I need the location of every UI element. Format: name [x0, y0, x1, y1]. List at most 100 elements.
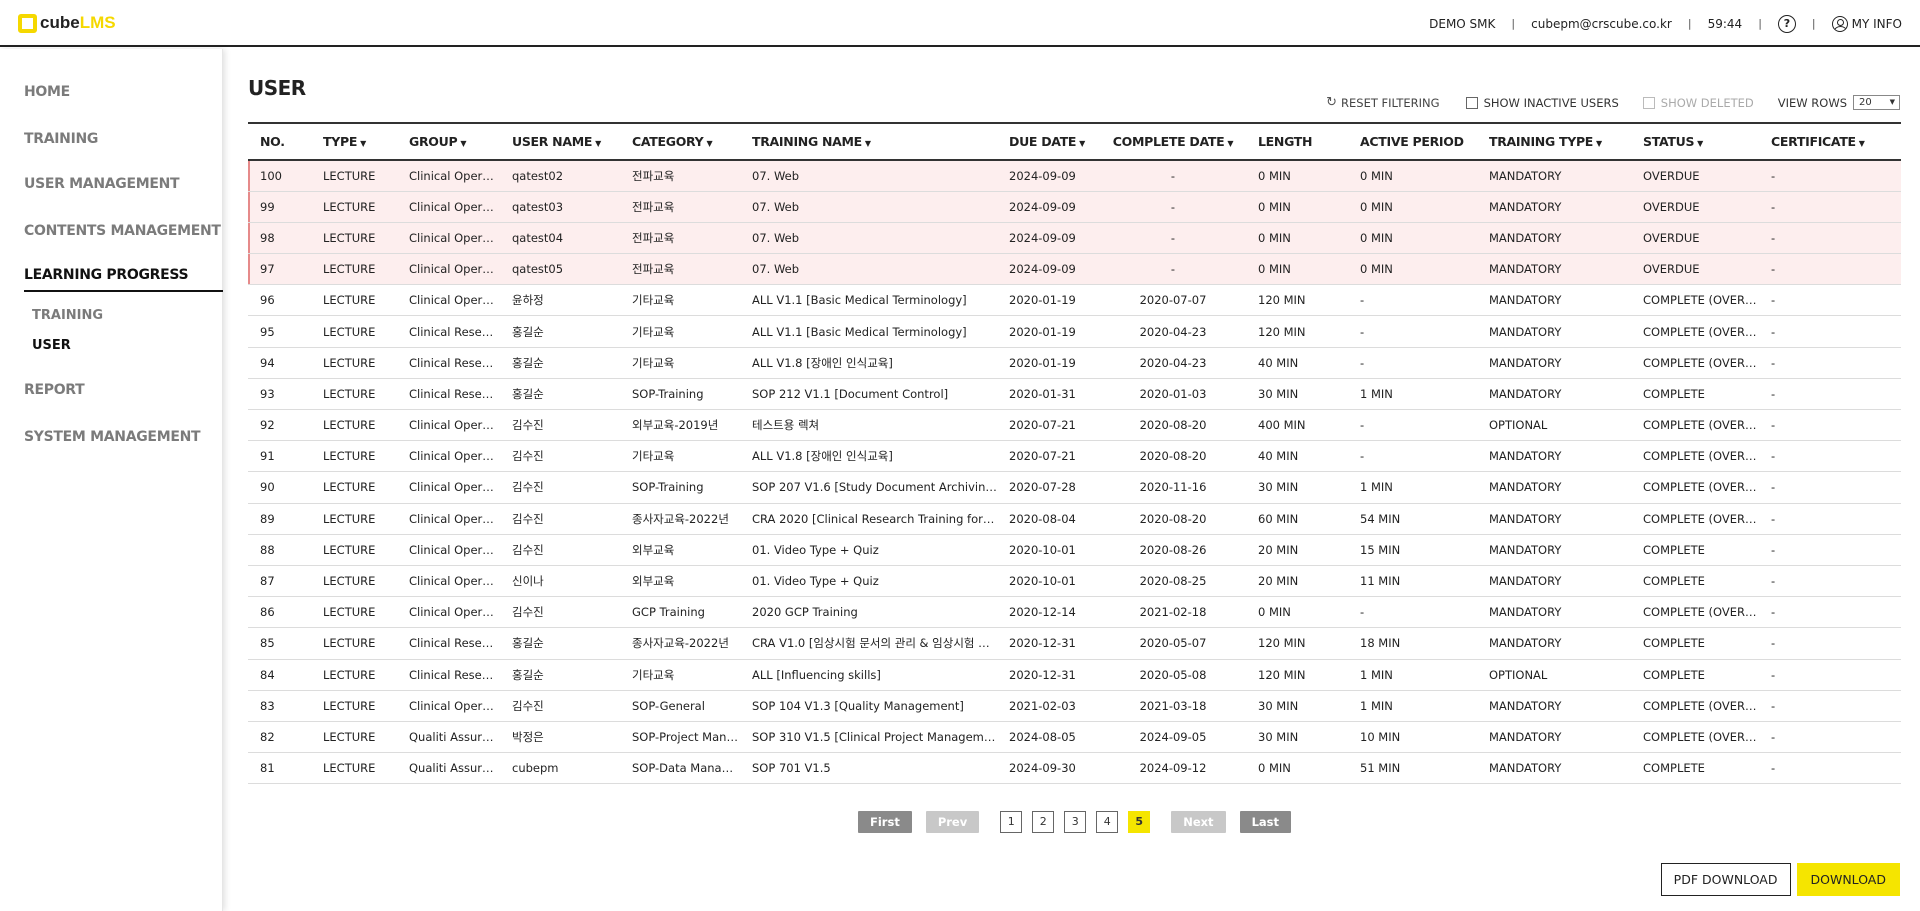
cell-due-date: 2020-07-21: [1009, 449, 1076, 464]
cell-complete-date: 2020-07-07: [1139, 293, 1207, 308]
cell-active-period: 15 MIN: [1360, 542, 1401, 557]
table-row[interactable]: 96 LECTURE Clinical Operations 윤하정 기타교육 ALL V…: [248, 285, 1901, 316]
cell-complete-date: -: [1170, 168, 1176, 183]
table-row[interactable]: 88 LECTURE Clinical Operations 김수진 외부교육 01. V…: [248, 534, 1901, 566]
cell-training-name: ALL V1.1 [Basic Medical Terminology]: [752, 324, 967, 339]
cell-category: 기타교육: [632, 355, 675, 370]
table-row[interactable]: 81 LECTURE Qualiti Assurance cubepm SOP-Data…: [248, 753, 1901, 784]
cell-due-date: 2020-01-19: [1009, 293, 1076, 308]
cell-due-date: 2020-12-31: [1009, 667, 1076, 682]
cell-user-name: 김수진: [512, 511, 544, 526]
table-row[interactable]: 87 LECTURE Clinical Operations 신이나 외부교육 01. V…: [248, 565, 1901, 597]
sort-caret-icon: ▼: [595, 139, 601, 148]
cell-length: 60 MIN: [1258, 511, 1299, 526]
cell-group: Clinical Operations: [409, 230, 500, 245]
download-button[interactable]: DOWNLOAD: [1796, 863, 1900, 896]
column-header-status[interactable]: STATUS ▼: [1643, 134, 1704, 149]
column-header-complete-date[interactable]: COMPLETE DATE ▼: [1112, 134, 1234, 149]
column-header-group[interactable]: GROUP ▼: [409, 134, 467, 149]
table-row[interactable]: 100 LECTURE Clinical Operations qatest02 전파교…: [248, 160, 1901, 192]
next-page-button[interactable]: Next: [1171, 811, 1226, 833]
cell-category: SOP-Training: [632, 480, 704, 495]
my-info-button[interactable]: MY INFO: [1831, 15, 1902, 32]
sidebar-item-home[interactable]: HOME: [24, 84, 70, 100]
table-row[interactable]: 91 LECTURE Clinical Operations 김수진 기타교육 ALL V…: [248, 441, 1901, 472]
page-number-4[interactable]: 4: [1096, 811, 1119, 833]
help-icon[interactable]: ?: [1777, 14, 1796, 33]
cell-length: 120 MIN: [1258, 324, 1306, 339]
first-page-button[interactable]: First: [858, 811, 912, 833]
table-row[interactable]: 89 LECTURE Clinical Operations 김수진 종사자교육-202…: [248, 503, 1901, 535]
cell-complete-date: 2024-09-05: [1139, 729, 1207, 744]
page-number-3[interactable]: 3: [1064, 811, 1087, 833]
cell-category: 전파교육: [632, 262, 675, 277]
app-logo[interactable]: cube LMS: [18, 13, 116, 33]
column-header-category[interactable]: CATEGORY ▼: [632, 134, 713, 149]
logo-text-cube: cube: [40, 13, 80, 32]
sidebar-item-contents-management[interactable]: CONTENTS MANAGEMENT: [24, 223, 221, 239]
page-number-2[interactable]: 2: [1032, 811, 1055, 833]
cell-training-name: SOP 701 V1.5: [752, 761, 831, 776]
separator: |: [1811, 17, 1816, 30]
table-row[interactable]: 98 LECTURE Clinical Operations qatest04 전파교육…: [248, 222, 1901, 254]
column-header-type[interactable]: TYPE ▼: [323, 134, 366, 149]
table-row[interactable]: 99 LECTURE Clinical Operations qatest03 전파교육…: [248, 191, 1901, 223]
cell-status: COMPLETE (OVERDUE): [1643, 729, 1759, 744]
sidebar-item-system-management[interactable]: SYSTEM MANAGEMENT: [24, 429, 201, 445]
table-row[interactable]: 97 LECTURE Clinical Operations qatest05 전파교육…: [248, 253, 1901, 285]
page-number-1[interactable]: 1: [1000, 811, 1023, 833]
cell-length: 30 MIN: [1258, 480, 1299, 495]
column-header-certificate[interactable]: CERTIFICATE ▼: [1771, 134, 1865, 149]
last-page-button[interactable]: Last: [1239, 811, 1291, 833]
cell-complete-date: 2021-03-18: [1139, 698, 1207, 713]
user-icon: [1831, 15, 1848, 32]
column-header-training-type[interactable]: TRAINING TYPE ▼: [1489, 134, 1602, 149]
show-inactive-users-checkbox[interactable]: SHOW INACTIVE USERS: [1465, 96, 1619, 110]
reset-filtering-button[interactable]: ↻ RESET FILTERING: [1326, 95, 1439, 110]
sidebar-subitem-training[interactable]: TRAINING: [32, 308, 104, 323]
cell-complete-date: 2020-08-20: [1139, 449, 1207, 464]
cell-complete-date: 2020-01-03: [1139, 386, 1207, 401]
table-row[interactable]: 84 LECTURE Clinical Research 홍길순 기타교육 ALL [In…: [248, 659, 1901, 691]
cell-group: Clinical Operations: [409, 542, 500, 557]
prev-page-button[interactable]: Prev: [925, 811, 980, 833]
cell-no: 100: [248, 160, 311, 191]
cell-no: 95: [260, 324, 275, 339]
table-row[interactable]: 83 LECTURE Clinical Operations 김수진 SOP-Gener…: [248, 690, 1901, 722]
page-number-5-current[interactable]: 5: [1128, 811, 1151, 833]
table-row[interactable]: 94 LECTURE Clinical Research 홍길순 기타교육 ALL V1.…: [248, 347, 1901, 379]
logo-square-icon: [18, 13, 37, 33]
sidebar-item-report[interactable]: REPORT: [24, 382, 85, 398]
table-row[interactable]: 86 LECTURE Clinical Operations 김수진 GCP Train…: [248, 597, 1901, 628]
table-row[interactable]: 93 LECTURE Clinical Research 홍길순 SOP-Trainin…: [248, 378, 1901, 410]
table-row[interactable]: 85 LECTURE Clinical Research 홍길순 종사자교육-2022년…: [248, 628, 1901, 659]
show-deleted-label: SHOW DELETED: [1660, 95, 1754, 110]
cell-category: 종사자교육-2022년: [632, 636, 729, 651]
table-row[interactable]: 95 LECTURE Clinical Research 홍길순 기타교육 ALL V1.…: [248, 316, 1901, 348]
cell-type: LECTURE: [323, 449, 376, 464]
column-header-training-name[interactable]: TRAINING NAME ▼: [752, 134, 871, 149]
table-row[interactable]: 90 LECTURE Clinical Operations 김수진 SOP-Train…: [248, 472, 1901, 504]
sidebar-subitem-user[interactable]: USER: [32, 338, 71, 353]
column-header-due-date[interactable]: DUE DATE ▼: [1009, 134, 1086, 149]
table-row[interactable]: 82 LECTURE Qualiti Assurance 박정은 SOP-Project…: [248, 721, 1901, 753]
my-info-label: MY INFO: [1851, 16, 1902, 31]
cell-training-type: MANDATORY: [1489, 761, 1562, 776]
show-deleted-checkbox[interactable]: SHOW DELETED: [1642, 95, 1754, 110]
column-header-user-name[interactable]: USER NAME ▼: [512, 134, 601, 149]
cell-certificate: -: [1771, 480, 1776, 495]
table-row[interactable]: 92 LECTURE Clinical Operations 김수진 외부교육-2019…: [248, 410, 1901, 441]
sidebar-item-training[interactable]: TRAINING: [24, 131, 99, 147]
cell-training-type: MANDATORY: [1489, 511, 1562, 526]
sidebar: HOME TRAINING USER MANAGEMENT CONTENTS M…: [0, 49, 223, 911]
cell-no: 81: [260, 761, 275, 776]
cell-status: OVERDUE: [1643, 199, 1700, 214]
cell-status: COMPLETE (OVERDUE): [1643, 511, 1759, 526]
cell-training-type: MANDATORY: [1489, 293, 1562, 308]
sidebar-item-learning-progress[interactable]: LEARNING PROGRESS: [24, 267, 189, 283]
view-rows-select[interactable]: 20: [1853, 95, 1900, 110]
view-rows-label: VIEW ROWS: [1777, 95, 1847, 110]
sidebar-item-user-management[interactable]: USER MANAGEMENT: [24, 176, 180, 192]
separator: |: [1687, 17, 1692, 30]
pdf-download-button[interactable]: PDF DOWNLOAD: [1660, 863, 1791, 896]
